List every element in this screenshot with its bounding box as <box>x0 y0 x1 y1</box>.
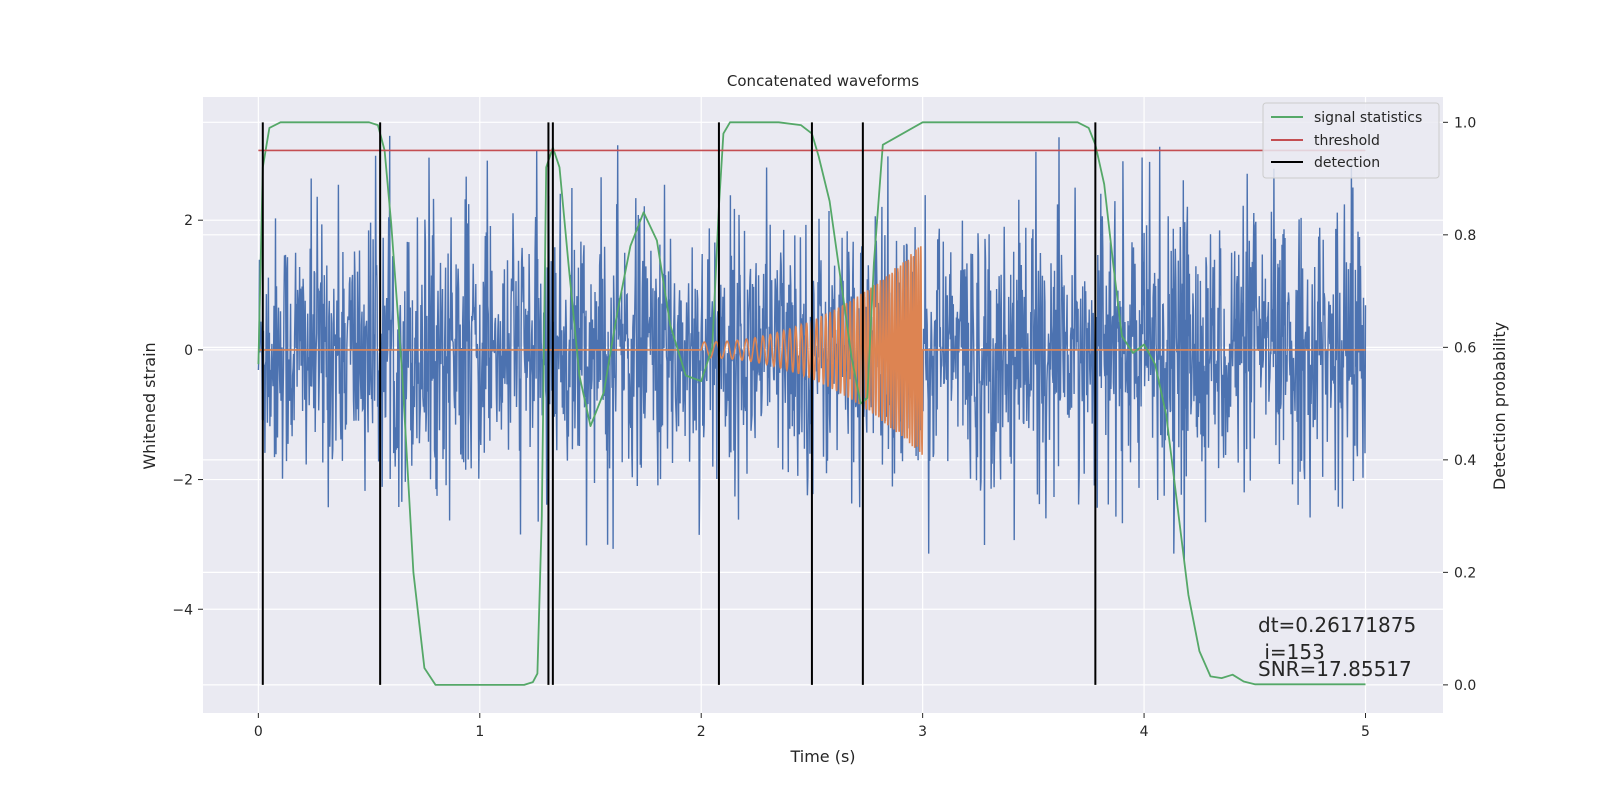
axes: 0 1 2 3 4 5 2 0 −2 −4 1.0 0.8 0.6 0.4 0.2 0.0 <box>172 115 1476 740</box>
signal-statistics-series <box>257 121 1366 686</box>
x-tick-label: 2 <box>697 724 706 740</box>
y-tick-label-right: 0.0 <box>1454 678 1476 694</box>
legend: signal statistics threshold detection <box>1262 102 1440 179</box>
y-tick-label-left: 0 <box>184 343 193 359</box>
legend-label-statistics: signal statistics <box>1314 110 1422 126</box>
chart-title: Concatenated waveforms <box>727 72 919 90</box>
detection-lines <box>261 122 1097 685</box>
y-tick-label-right: 1.0 <box>1454 115 1476 131</box>
y-tick-label-left: −2 <box>172 473 193 489</box>
annotation-i: i=153 <box>1258 640 1325 664</box>
y-tick-label-left: 2 <box>184 213 193 229</box>
y-tick-label-right: 0.2 <box>1454 565 1476 581</box>
annotation-snr: SNR=17.85517 <box>1258 657 1412 681</box>
y-axis-label-left: Whitened strain <box>140 342 159 469</box>
legend-label-threshold: threshold <box>1314 133 1380 149</box>
annotations: dt=0.26171875 i=153 SNR=17.85517 <box>1258 613 1416 681</box>
legend-box <box>1262 102 1440 179</box>
y-axis-label-right: Detection probability <box>1490 322 1509 490</box>
x-axis-label: Time (s) <box>789 747 855 766</box>
x-tick-label: 5 <box>1361 724 1370 740</box>
statistics-line <box>257 121 1366 686</box>
x-tick-label: 4 <box>1140 724 1149 740</box>
y-tick-label-right: 0.4 <box>1454 453 1476 469</box>
y-tick-label-right: 0.6 <box>1454 340 1476 356</box>
y-tick-label-left: −4 <box>172 602 193 618</box>
x-tick-label: 3 <box>918 724 927 740</box>
legend-label-detection: detection <box>1314 155 1380 171</box>
x-tick-label: 0 <box>254 724 263 740</box>
x-tick-label: 1 <box>475 724 484 740</box>
y-tick-label-right: 0.8 <box>1454 228 1476 244</box>
annotation-dt: dt=0.26171875 <box>1258 613 1416 637</box>
